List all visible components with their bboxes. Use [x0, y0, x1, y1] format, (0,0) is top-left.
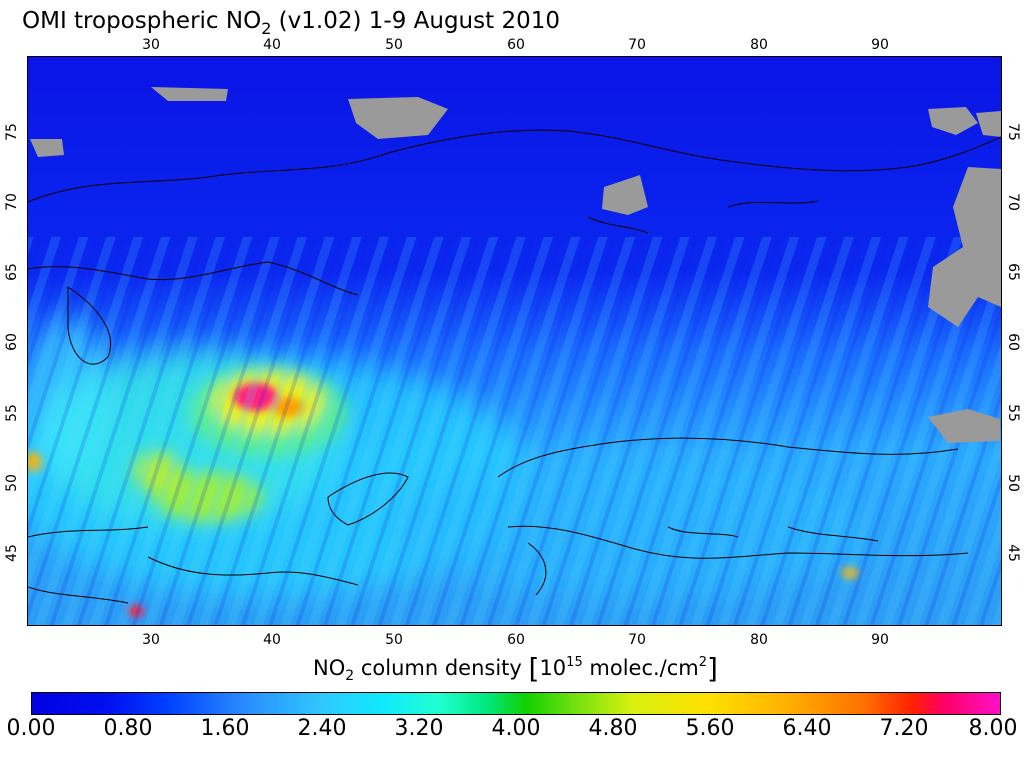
colorbar-label: 0.80 — [103, 716, 153, 741]
no2-map-field — [28, 57, 1001, 625]
colorbar-label: 3.20 — [394, 716, 444, 741]
lon-tick: 50 — [385, 37, 403, 53]
lon-tick: 90 — [871, 37, 889, 53]
lon-tick: 70 — [628, 632, 646, 648]
colorbar — [31, 692, 1001, 715]
colorbar-label: 1.60 — [200, 716, 250, 741]
coastlines-and-borders — [28, 129, 1001, 604]
lat-tick: 50 — [1005, 474, 1021, 492]
lon-tick: 70 — [628, 37, 646, 53]
lat-tick: 60 — [1005, 333, 1021, 351]
colorbar-label: 6.40 — [782, 716, 832, 741]
lat-tick: 65 — [1005, 263, 1021, 281]
colorbar-label: 4.00 — [491, 716, 541, 741]
lat-tick: 45 — [4, 544, 20, 562]
lon-tick: 80 — [750, 37, 768, 53]
no2-map — [27, 56, 1002, 626]
lon-tick: 40 — [263, 37, 281, 53]
lat-tick: 55 — [4, 404, 20, 422]
colorbar-label: 8.00 — [968, 716, 1018, 741]
lon-tick: 40 — [263, 632, 281, 648]
lon-tick: 60 — [507, 632, 525, 648]
lat-tick: 45 — [1005, 544, 1021, 562]
lat-tick: 50 — [4, 474, 20, 492]
colorbar-label: 2.40 — [297, 716, 347, 741]
lat-tick: 70 — [4, 193, 20, 211]
colorbar-label: 7.20 — [879, 716, 929, 741]
lat-tick: 55 — [1005, 404, 1021, 422]
lon-tick: 80 — [750, 632, 768, 648]
lon-tick: 90 — [871, 632, 889, 648]
colorbar-label: 5.60 — [685, 716, 735, 741]
orbit-swaths — [28, 237, 1001, 625]
lat-tick: 65 — [4, 263, 20, 281]
lon-tick: 50 — [385, 632, 403, 648]
colorbar-label: 4.80 — [588, 716, 638, 741]
lon-tick: 60 — [507, 37, 525, 53]
lon-tick: 30 — [142, 37, 160, 53]
lat-tick: 75 — [4, 123, 20, 141]
colorbar-title: NO2 column density [1015 molec./cm2] — [313, 652, 718, 685]
colorbar-label: 0.00 — [6, 716, 56, 741]
lon-tick: 30 — [142, 632, 160, 648]
missing-data — [30, 87, 1001, 443]
lat-tick: 70 — [1005, 193, 1021, 211]
map-title: OMI tropospheric NO2 (v1.02) 1-9 August … — [22, 8, 560, 38]
lat-tick: 60 — [4, 333, 20, 351]
lat-tick: 75 — [1005, 123, 1021, 141]
